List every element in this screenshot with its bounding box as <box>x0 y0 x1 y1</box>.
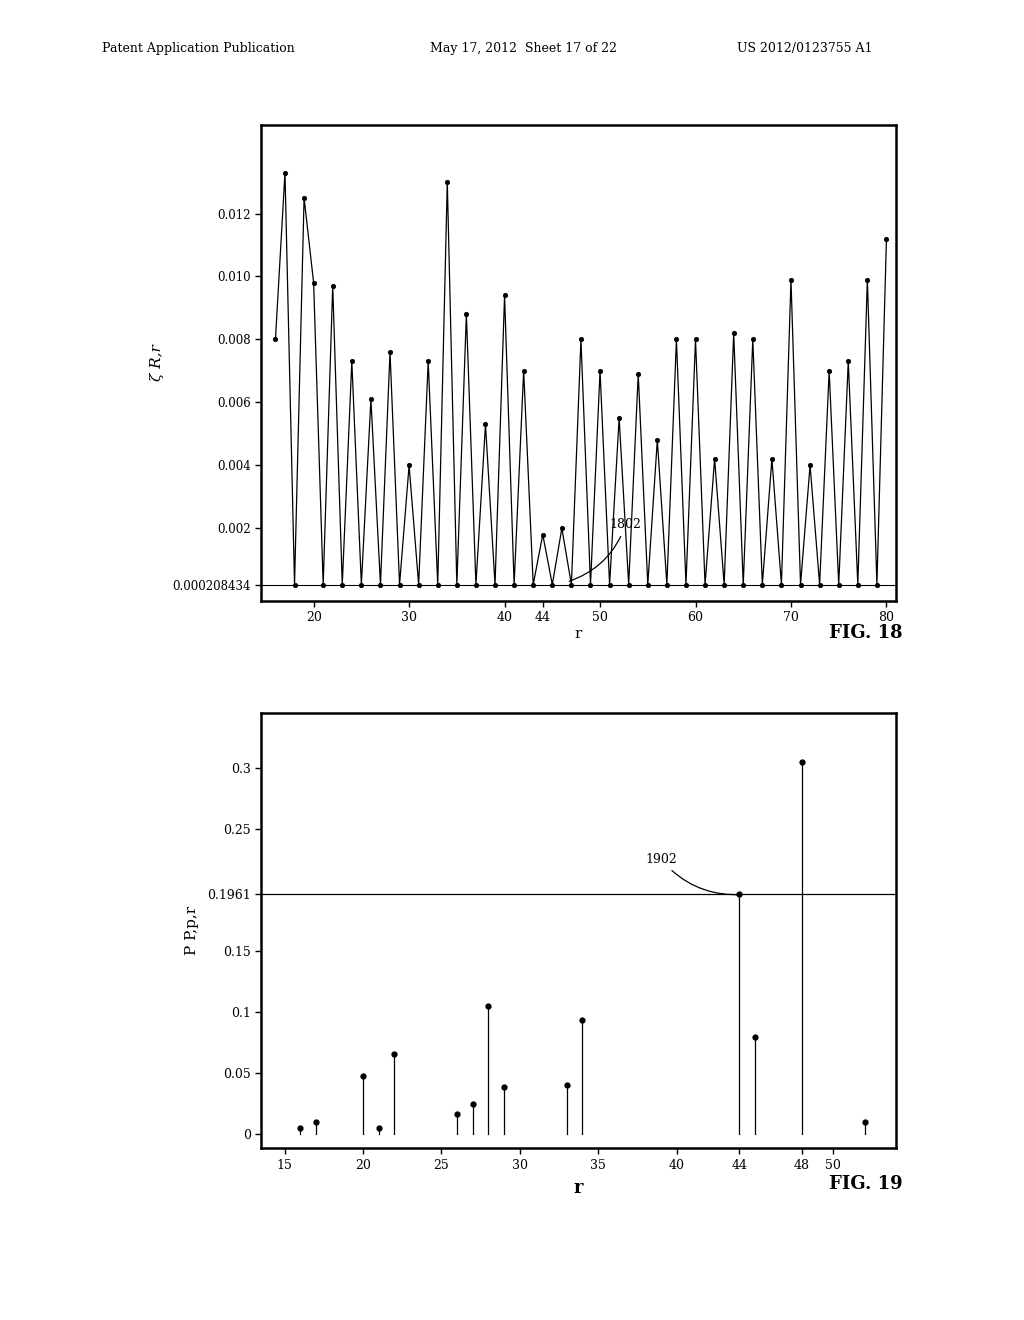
Y-axis label: P P,p,r: P P,p,r <box>184 906 199 956</box>
Y-axis label: ζ R,r: ζ R,r <box>150 345 164 381</box>
Text: FIG. 18: FIG. 18 <box>829 624 903 643</box>
X-axis label: r: r <box>574 627 583 640</box>
Text: 1802: 1802 <box>569 519 641 581</box>
Text: US 2012/0123755 A1: US 2012/0123755 A1 <box>737 42 872 55</box>
X-axis label: r: r <box>573 1179 584 1197</box>
Text: FIG. 19: FIG. 19 <box>829 1175 903 1193</box>
Text: 1902: 1902 <box>645 853 741 895</box>
Text: Patent Application Publication: Patent Application Publication <box>102 42 295 55</box>
Text: May 17, 2012  Sheet 17 of 22: May 17, 2012 Sheet 17 of 22 <box>430 42 617 55</box>
